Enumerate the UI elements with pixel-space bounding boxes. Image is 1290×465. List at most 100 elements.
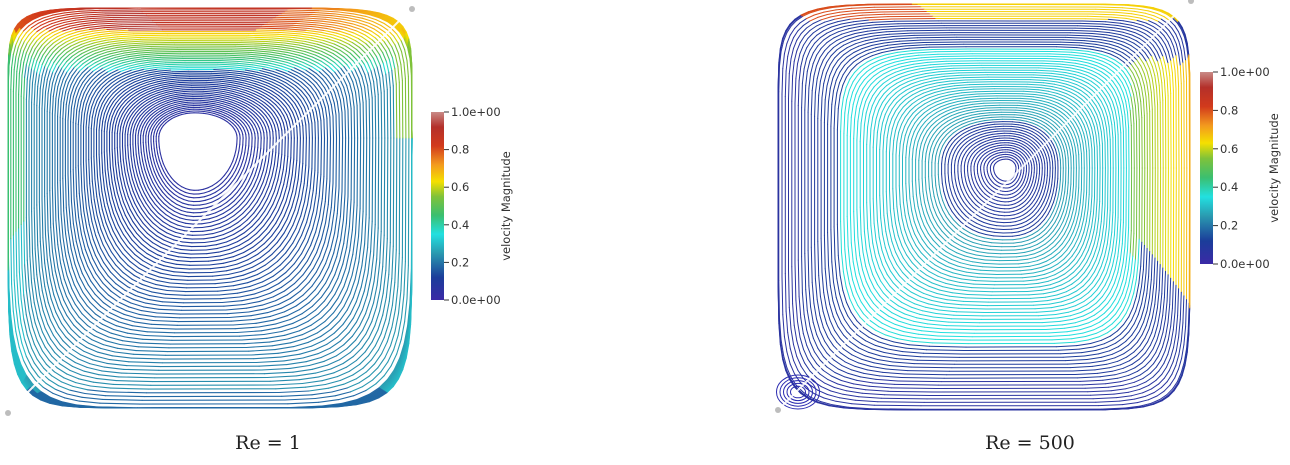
- streamline-segment: [229, 94, 239, 98]
- streamline-segment: [304, 51, 317, 56]
- streamline-segment: [110, 86, 117, 93]
- streamline-segment: [326, 38, 338, 43]
- streamline-segment: [371, 306, 378, 323]
- streamline-segment: [374, 137, 377, 226]
- streamline-segment: [995, 140, 1001, 142]
- streamline-segment: [1017, 199, 1022, 203]
- streamline-segment: [87, 15, 109, 18]
- streamline-segment: [85, 114, 88, 128]
- streamline-segment: [315, 195, 320, 215]
- streamline-segment: [356, 393, 370, 401]
- streamline-segment: [79, 406, 119, 409]
- streamline-segment: [974, 148, 978, 152]
- streamline-segment: [339, 39, 350, 45]
- streamline-segment: [373, 81, 376, 97]
- streamline-segment: [280, 31, 301, 35]
- streamline-segment: [31, 22, 39, 29]
- streamline-segment: [161, 206, 169, 212]
- streamline-segment: [162, 95, 171, 99]
- streamline-segment: [308, 293, 319, 304]
- streamline-segment: [353, 389, 367, 397]
- streamline-segment: [208, 98, 218, 101]
- streamline-segment: [178, 196, 185, 201]
- streamline-segment: [275, 104, 281, 111]
- streamline-segment: [264, 66, 277, 71]
- streamline-segment: [965, 132, 972, 136]
- streamline-segment: [269, 379, 300, 382]
- streamline-segment: [250, 175, 256, 185]
- streamline-segment: [213, 277, 231, 281]
- streamline-segment: [106, 150, 109, 170]
- streamline-segment: [73, 78, 79, 87]
- streamline-segment: [225, 73, 240, 77]
- streamline-segment: [985, 234, 995, 237]
- streamline-segment: [242, 118, 247, 124]
- streamline-segment: [1037, 216, 1043, 222]
- streamline-segment: [156, 280, 171, 284]
- streamline-segment: [143, 192, 149, 201]
- streamline-segment: [346, 225, 350, 248]
- streamline-segment: [318, 304, 328, 315]
- streamline-segment: [296, 75, 305, 82]
- streamline-segment: [28, 56, 33, 67]
- streamline-segment: [41, 30, 50, 36]
- streamline-segment: [1036, 144, 1040, 149]
- streamline-segment: [293, 137, 295, 160]
- streamline-segment: [89, 363, 105, 368]
- streamline-segment: [39, 399, 51, 404]
- streamline-segment: [156, 177, 162, 185]
- streamline-segment: [324, 67, 333, 75]
- streamline-segment: [988, 200, 994, 204]
- streamline-segment: [301, 42, 315, 47]
- streamline-segment: [176, 104, 183, 107]
- streamline-segment: [7, 269, 10, 313]
- streamline-segment: [305, 29, 322, 33]
- streamline-segment: [968, 222, 975, 227]
- streamline-segment: [160, 304, 184, 308]
- streamline-segment: [232, 251, 245, 258]
- streamline-segment: [169, 250, 180, 254]
- streamline-segment: [10, 67, 13, 91]
- streamline-segment: [253, 315, 271, 321]
- streamline-segment: [125, 198, 131, 210]
- streamline-segment: [311, 37, 325, 42]
- streamline-segment: [1025, 218, 1031, 222]
- streamline-segment: [238, 239, 250, 246]
- streamline-segment: [237, 165, 242, 174]
- streamline-segment: [237, 96, 246, 101]
- streamline-segment: [142, 260, 153, 267]
- streamline-segment: [28, 29, 35, 36]
- streamline-segment: [1032, 176, 1035, 182]
- streamline-segment: [205, 247, 219, 251]
- streamline-segment: [154, 283, 170, 288]
- streamline-segment: [297, 180, 302, 198]
- streamline-segment: [358, 239, 363, 263]
- streamline-segment: [220, 296, 241, 300]
- streamline-segment: [400, 294, 405, 319]
- streamline-segment: [105, 221, 112, 235]
- streamline-segment: [941, 182, 945, 192]
- streamline-segment: [20, 40, 26, 50]
- streamline-segment: [298, 21, 320, 24]
- streamline-segment: [166, 257, 178, 262]
- streamline-segment: [1055, 206, 1059, 214]
- streamline-segment: [166, 107, 173, 111]
- streamline-segment: [108, 39, 124, 43]
- streamline-segment: [156, 200, 163, 208]
- streamline-segment: [172, 183, 178, 189]
- streamline-segment: [180, 189, 186, 193]
- streamline-segment: [386, 39, 393, 48]
- streamline-segment: [177, 183, 183, 188]
- streamline-segment: [356, 401, 370, 406]
- streamline-segment: [9, 334, 13, 352]
- streamline-segment: [134, 114, 139, 120]
- streamline-segment: [1031, 192, 1036, 198]
- streamline-segment: [224, 211, 233, 218]
- streamline-segment: [263, 216, 271, 227]
- streamline-segment: [202, 187, 209, 190]
- streamline-segment: [104, 98, 110, 106]
- streamline-segment: [275, 59, 288, 64]
- streamline-segment: [359, 313, 367, 327]
- streamline-segment: [38, 294, 44, 312]
- streamline-segment: [357, 265, 363, 284]
